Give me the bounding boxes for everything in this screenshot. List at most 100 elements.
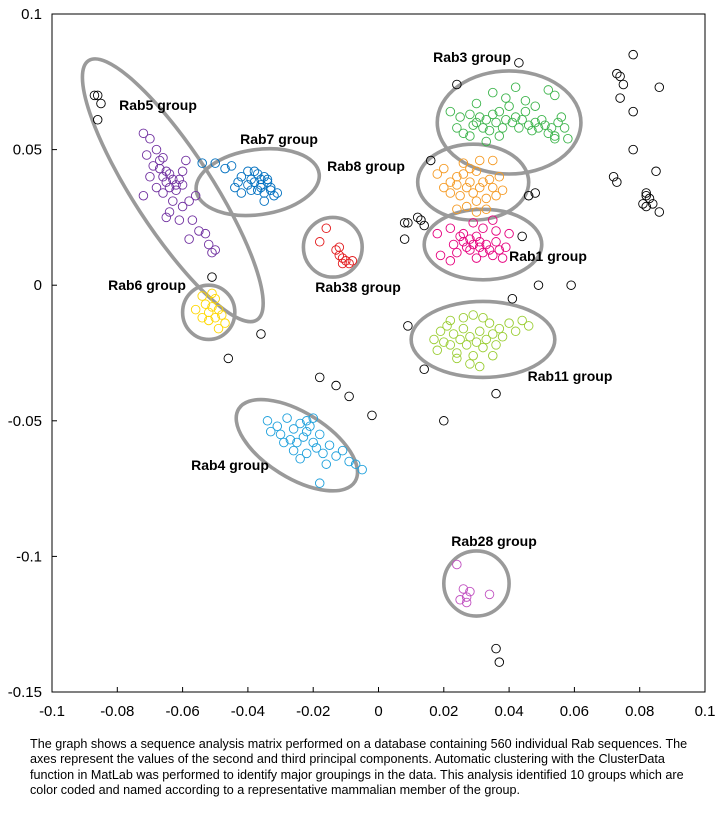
group-point-0 — [177, 201, 188, 212]
group-point-7 — [474, 326, 485, 337]
group-point-1 — [249, 166, 260, 177]
group-point-2 — [465, 177, 475, 187]
group-point-2 — [452, 180, 462, 190]
group-point-0 — [161, 212, 172, 223]
ungrouped-point — [412, 212, 423, 223]
group-point-3 — [471, 253, 482, 263]
group-point-4 — [481, 115, 491, 125]
group-point-0 — [138, 128, 149, 139]
group-point-8 — [262, 416, 273, 426]
x-tick-label: -0.02 — [296, 703, 330, 720]
ungrouped-point — [207, 272, 217, 282]
ungrouped-point — [530, 188, 540, 198]
group-point-8 — [314, 478, 325, 488]
group-label: Rab11 group — [528, 368, 613, 384]
group-point-7 — [458, 323, 469, 334]
group-point-6 — [197, 291, 207, 301]
group-point-5 — [334, 250, 345, 261]
group-point-1 — [230, 182, 240, 193]
group-point-8 — [266, 426, 276, 437]
ungrouped-point — [491, 643, 501, 654]
group-point-4 — [481, 136, 491, 147]
group-point-1 — [246, 185, 256, 196]
group-point-8 — [308, 437, 318, 448]
x-tick-label: 0.1 — [695, 703, 716, 720]
group-point-7 — [488, 350, 498, 361]
group-point-2 — [445, 177, 456, 187]
ungrouped-point — [403, 218, 413, 228]
group-point-1 — [266, 185, 276, 196]
group-point-0 — [164, 182, 175, 193]
group-point-5 — [337, 258, 348, 269]
group-point-7 — [523, 321, 534, 331]
group-point-1 — [236, 188, 247, 198]
group-point-0 — [151, 144, 162, 155]
ungrouped-point — [419, 364, 429, 375]
group-point-1 — [256, 180, 266, 190]
group-point-0 — [164, 169, 175, 179]
group-point-0 — [141, 150, 152, 160]
ungrouped-point — [89, 90, 100, 101]
group-point-4 — [527, 125, 537, 136]
group-point-3 — [448, 239, 459, 250]
group-label: Rab7 group — [240, 131, 318, 147]
group-point-3 — [461, 242, 472, 252]
group-point-1 — [246, 174, 256, 185]
group-point-1 — [226, 161, 237, 171]
ungrouped-point — [517, 231, 527, 242]
group-point-4 — [537, 115, 547, 125]
group-point-4 — [445, 106, 456, 117]
group-point-2 — [494, 171, 505, 182]
group-point-1 — [252, 169, 263, 179]
group-point-1 — [220, 163, 230, 174]
group-point-3 — [432, 228, 443, 239]
group-point-4 — [507, 117, 518, 128]
group-point-4 — [533, 123, 544, 133]
group-point-8 — [350, 459, 361, 469]
group-point-7 — [497, 331, 508, 342]
group-point-7 — [439, 337, 449, 347]
group-point-2 — [439, 163, 449, 174]
group-point-0 — [184, 196, 194, 206]
group-label: Rab5 group — [119, 97, 197, 113]
group-point-4 — [556, 112, 567, 122]
group-point-2 — [478, 177, 488, 187]
cluster-ellipse-1 — [194, 146, 322, 218]
group-point-2 — [458, 158, 469, 168]
group-point-1 — [266, 182, 276, 193]
group-point-4 — [520, 106, 531, 117]
group-point-4 — [530, 117, 540, 128]
group-point-1 — [269, 190, 279, 201]
ungrouped-point — [641, 201, 651, 212]
group-point-0 — [190, 190, 201, 201]
group-point-3 — [445, 256, 456, 266]
group-point-5 — [334, 242, 345, 252]
group-point-7 — [517, 315, 527, 326]
group-point-4 — [488, 87, 498, 98]
ungrouped-point — [648, 199, 658, 209]
group-point-7 — [429, 334, 439, 345]
group-point-6 — [190, 304, 201, 315]
group-point-8 — [318, 448, 328, 459]
group-point-2 — [491, 190, 501, 201]
group-point-4 — [474, 112, 485, 122]
group-point-8 — [305, 421, 315, 431]
group-point-7 — [510, 326, 521, 337]
group-point-5 — [341, 256, 351, 266]
ungrouped-point — [618, 79, 629, 90]
group-point-2 — [468, 188, 478, 198]
group-point-6 — [210, 312, 220, 323]
group-label: Rab1 group — [509, 248, 587, 264]
ungrouped-point — [615, 93, 625, 103]
group-point-7 — [445, 315, 456, 326]
cluster-ellipse-4 — [435, 69, 583, 176]
group-point-0 — [184, 234, 194, 244]
group-point-4 — [563, 134, 573, 144]
ungrouped-point — [367, 410, 377, 421]
group-point-2 — [471, 196, 482, 206]
group-point-1 — [210, 158, 220, 168]
cluster-ellipse-6 — [180, 283, 237, 342]
group-point-0 — [171, 185, 181, 196]
ungrouped-point — [491, 388, 501, 399]
group-point-0 — [174, 174, 185, 185]
